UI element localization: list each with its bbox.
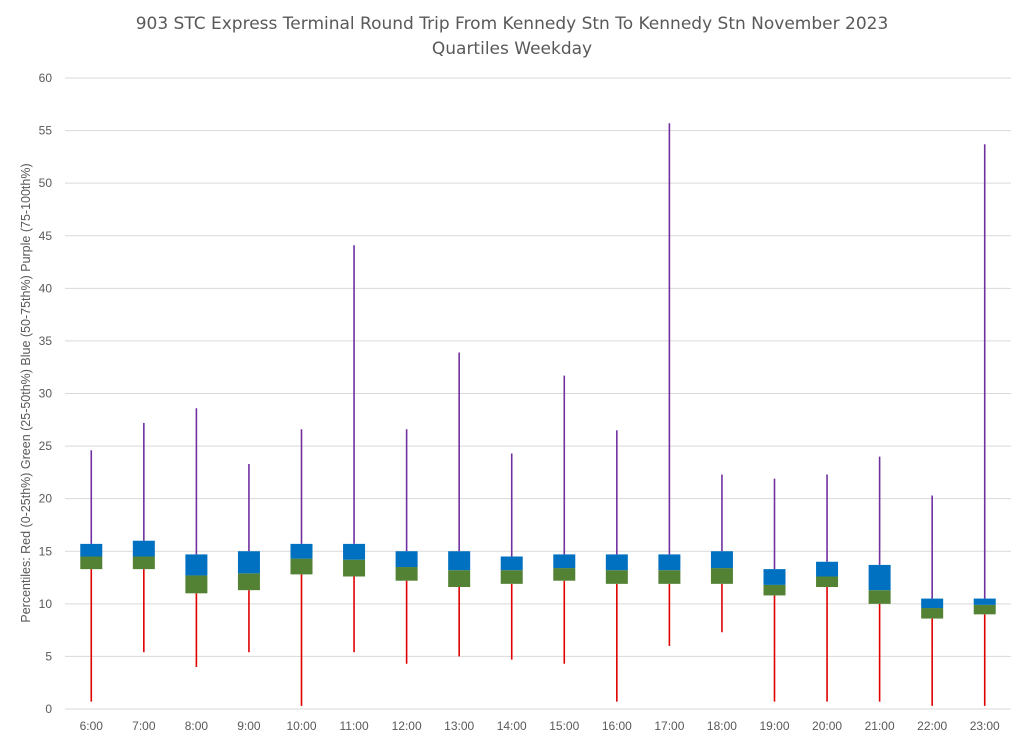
- box-2100: [868, 456, 891, 702]
- y-tick-label: 30: [39, 387, 53, 401]
- lower-box-q1-median: [132, 556, 155, 570]
- lower-box-q1-median: [290, 558, 313, 575]
- box-1800: [710, 474, 733, 633]
- x-tick-label: 8:00: [185, 719, 209, 733]
- box-1100: [343, 245, 366, 653]
- box-700: [132, 422, 155, 653]
- lower-box-q1-median: [237, 573, 260, 591]
- upper-box-median-q3: [395, 551, 418, 568]
- y-tick-label: 5: [45, 649, 52, 663]
- lower-box-q1-median: [448, 570, 471, 588]
- boxes: [80, 123, 996, 706]
- y-tick-label: 45: [39, 229, 53, 243]
- lower-box-q1-median: [973, 604, 996, 615]
- upper-box-median-q3: [553, 554, 576, 569]
- box-1300: [448, 352, 471, 657]
- y-tick-label: 35: [39, 334, 53, 348]
- x-tick-label: 21:00: [865, 719, 895, 733]
- x-tick-label: 18:00: [707, 719, 737, 733]
- box-2000: [816, 474, 839, 702]
- y-tick-label: 20: [39, 492, 53, 506]
- upper-box-median-q3: [132, 540, 155, 557]
- upper-box-median-q3: [658, 554, 681, 571]
- lower-box-q1-median: [80, 556, 103, 570]
- x-axis-ticks: 6:00 7:00 8:00 9:00 10:00 11:00 12:00 13:00 14:0…: [80, 719, 1000, 733]
- x-tick-label: 12:00: [392, 719, 422, 733]
- box-900: [237, 463, 260, 653]
- y-axis-label: Percentiles: Red (0-25th%) Green (25-50t…: [19, 163, 33, 622]
- y-tick-label: 15: [39, 544, 53, 558]
- x-tick-label: 9:00: [237, 719, 261, 733]
- upper-box-median-q3: [921, 598, 944, 609]
- lower-box-q1-median: [553, 568, 576, 581]
- upper-box-median-q3: [868, 564, 891, 591]
- chart-subtitle: Quartiles Weekday: [432, 39, 592, 59]
- upper-box-median-q3: [763, 569, 786, 585]
- x-tick-label: 23:00: [970, 719, 1000, 733]
- lower-box-q1-median: [868, 590, 891, 604]
- y-tick-label: 55: [39, 124, 53, 138]
- box-1900: [763, 478, 786, 702]
- lower-box-q1-median: [710, 568, 733, 584]
- upper-box-median-q3: [237, 551, 260, 574]
- upper-box-median-q3: [185, 554, 208, 576]
- box-2300: [973, 144, 996, 706]
- x-tick-label: 15:00: [549, 719, 579, 733]
- y-tick-label: 0: [45, 702, 52, 716]
- y-tick-label: 40: [39, 281, 53, 295]
- upper-box-median-q3: [448, 551, 471, 571]
- y-tick-label: 60: [39, 71, 53, 85]
- lower-box-q1-median: [921, 608, 944, 619]
- upper-box-median-q3: [80, 543, 103, 557]
- x-tick-label: 10:00: [286, 719, 316, 733]
- x-tick-label: 13:00: [444, 719, 474, 733]
- box-800: [185, 408, 208, 667]
- box-1600: [605, 430, 628, 702]
- upper-box-median-q3: [290, 543, 313, 559]
- box-1500: [553, 375, 576, 664]
- upper-box-median-q3: [343, 543, 366, 560]
- y-tick-label: 25: [39, 439, 53, 453]
- y-axis-ticks: 0 5 10 15 20 25 30 35 40 45 50 55 60: [39, 71, 53, 716]
- box-1200: [395, 429, 418, 664]
- box-600: [80, 450, 103, 702]
- lower-box-q1-median: [816, 576, 839, 588]
- y-tick-label: 50: [39, 176, 53, 190]
- box-2200: [921, 495, 944, 706]
- x-tick-label: 11:00: [339, 719, 368, 733]
- gridlines: [65, 77, 1011, 710]
- lower-box-q1-median: [605, 570, 628, 584]
- x-tick-label: 6:00: [80, 719, 104, 733]
- upper-box-median-q3: [816, 561, 839, 577]
- box-1000: [290, 429, 313, 706]
- x-tick-label: 22:00: [917, 719, 947, 733]
- box-1400: [500, 453, 523, 660]
- x-tick-label: 20:00: [812, 719, 842, 733]
- upper-box-median-q3: [973, 598, 996, 605]
- x-tick-label: 16:00: [602, 719, 632, 733]
- lower-box-q1-median: [343, 559, 366, 577]
- lower-box-q1-median: [500, 570, 523, 584]
- chart-title: 903 STC Express Terminal Round Trip From…: [136, 14, 889, 34]
- lower-box-q1-median: [185, 575, 208, 594]
- x-tick-label: 19:00: [759, 719, 789, 733]
- y-tick-label: 10: [39, 597, 53, 611]
- lower-box-q1-median: [395, 567, 418, 581]
- lower-box-q1-median: [658, 570, 681, 584]
- x-tick-label: 14:00: [497, 719, 527, 733]
- upper-box-median-q3: [710, 551, 733, 569]
- x-tick-label: 17:00: [654, 719, 684, 733]
- lower-box-q1-median: [763, 584, 786, 596]
- x-tick-label: 7:00: [132, 719, 156, 733]
- upper-box-median-q3: [500, 556, 523, 571]
- box-1700: [658, 123, 681, 646]
- upper-box-median-q3: [605, 554, 628, 571]
